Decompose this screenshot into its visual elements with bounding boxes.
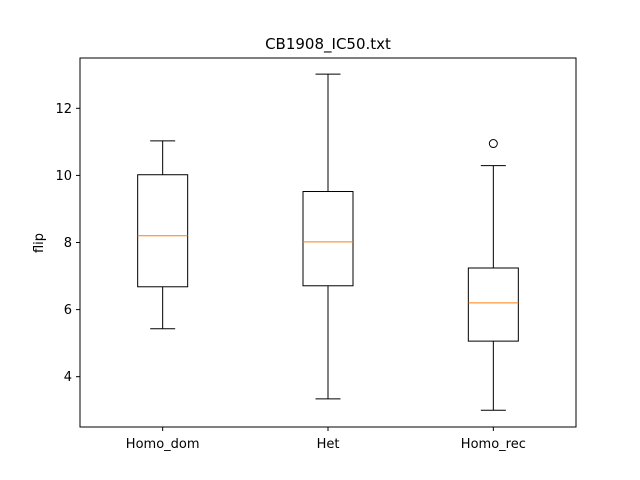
- y-tick-label: 4: [64, 370, 72, 385]
- y-tick-label: 6: [64, 303, 72, 318]
- x-tick-label: Het: [317, 437, 340, 452]
- box-Homo_rec: [467, 267, 519, 342]
- axes-frame: [79, 57, 577, 428]
- x-tick-label: Homo_dom: [126, 437, 200, 452]
- y-tick-label: 12: [55, 102, 72, 117]
- plot-area: 4 6 8 10 12 Homo_dom Het Homo_rec: [55, 73, 526, 452]
- chart-title: CB1908_IC50.txt: [265, 35, 391, 54]
- x-tick-label: Homo_rec: [461, 437, 526, 452]
- y-tick-label: 8: [64, 236, 72, 251]
- y-axis-label: flip: [32, 233, 47, 253]
- box-Homo_dom: [137, 174, 189, 288]
- y-tick-label: 10: [55, 169, 72, 184]
- box-Het: [302, 191, 354, 287]
- outlier-point: [488, 139, 498, 149]
